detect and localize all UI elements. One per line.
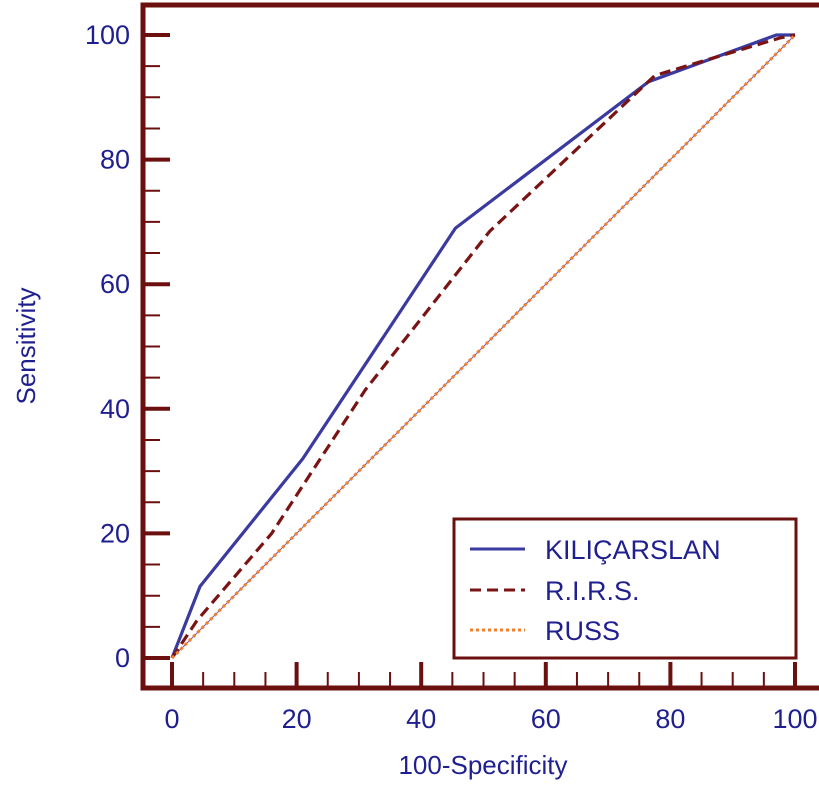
- y-axis-ticks: [143, 35, 170, 658]
- y-tick-label: 60: [100, 269, 130, 299]
- legend: KILIÇARSLAN R.I.R.S. RUSS: [454, 519, 796, 658]
- x-axis-tick-labels: 0 20 40 60 80 100: [164, 704, 817, 734]
- y-tick-label: 80: [100, 145, 130, 175]
- x-axis-ticks: [172, 662, 795, 688]
- y-axis-tick-labels: 0 20 40 60 80 100: [85, 20, 130, 673]
- x-axis-title: 100-Specificity: [398, 750, 567, 780]
- x-tick-label: 20: [282, 704, 312, 734]
- y-tick-label: 20: [100, 518, 130, 548]
- y-axis-title: Sensitivity: [11, 287, 41, 404]
- y-tick-label: 0: [115, 643, 130, 673]
- x-tick-label: 40: [406, 704, 436, 734]
- y-tick-label: 40: [100, 394, 130, 424]
- x-tick-label: 60: [531, 704, 561, 734]
- legend-label-kilicarslan: KILIÇARSLAN: [545, 535, 721, 565]
- legend-label-russ: RUSS: [545, 616, 620, 646]
- x-tick-label: 0: [164, 704, 179, 734]
- x-tick-label: 100: [772, 704, 817, 734]
- y-tick-label: 100: [85, 20, 130, 50]
- x-tick-label: 80: [655, 704, 685, 734]
- legend-label-rirs: R.I.R.S.: [545, 576, 640, 606]
